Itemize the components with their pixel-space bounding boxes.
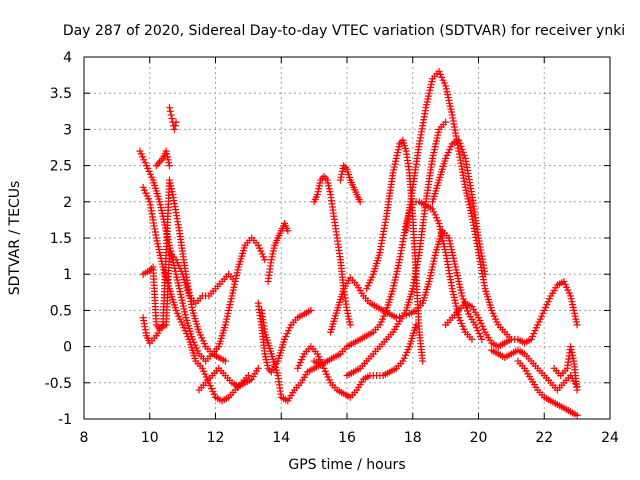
- data-points: [136, 67, 581, 419]
- series-arc-13: [336, 162, 364, 206]
- y-tick-label: 0.5: [50, 303, 72, 319]
- data-point: [419, 357, 427, 365]
- data-point: [456, 139, 464, 147]
- y-tick-labels: -1 -0.5 0 0.5 1 1.5 2 2.5 3 3.5 4: [45, 50, 72, 428]
- series-arc-17: [343, 118, 450, 380]
- y-tick-label: 3.5: [50, 86, 72, 102]
- data-point: [464, 307, 472, 315]
- series-arc-6: [152, 147, 173, 170]
- data-point: [231, 277, 239, 285]
- x-axis-label: GPS time / hours: [288, 457, 405, 473]
- data-point: [167, 111, 175, 119]
- data-point: [468, 335, 476, 343]
- data-point: [221, 357, 229, 365]
- series-arc-2: [139, 183, 252, 405]
- data-point: [172, 118, 180, 126]
- data-point: [459, 295, 467, 303]
- data-point: [442, 118, 450, 126]
- x-tick-label: 14: [272, 430, 290, 446]
- data-point: [573, 386, 581, 394]
- series-arc-10: [264, 220, 292, 285]
- series-arc-12: [310, 172, 354, 329]
- y-tick-label: -0.5: [45, 376, 72, 392]
- series-arc-9: [258, 306, 325, 405]
- data-point: [478, 335, 486, 343]
- series-arc-7: [195, 364, 262, 394]
- series-arc-23: [550, 343, 581, 394]
- y-tick-label: 4: [63, 50, 72, 66]
- y-tick-label: 1: [63, 267, 72, 283]
- series-arc-22: [514, 357, 581, 419]
- data-point: [458, 292, 466, 300]
- data-point: [284, 227, 292, 235]
- y-tick-label: 3: [63, 122, 72, 138]
- x-tick-label: 20: [470, 430, 488, 446]
- data-point: [168, 115, 176, 123]
- data-point: [170, 125, 178, 133]
- data-point: [392, 314, 400, 322]
- y-tick-label: 0: [63, 340, 72, 356]
- x-tick-label: 24: [601, 430, 619, 446]
- axis-ticks: [83, 56, 611, 420]
- x-tick-labels: 8 10 12 14 16 18 20 22 24: [80, 430, 619, 446]
- data-point: [458, 145, 466, 153]
- y-tick-label: 2.5: [50, 159, 72, 175]
- data-point: [457, 142, 465, 150]
- y-axis-label: SDTVAR / TECUs: [7, 181, 23, 296]
- x-tick-label: 18: [404, 430, 422, 446]
- x-tick-label: 12: [207, 430, 225, 446]
- data-point: [460, 151, 468, 159]
- x-tick-label: 16: [338, 430, 356, 446]
- series-arc-18: [402, 67, 515, 343]
- x-tick-label: 22: [535, 430, 553, 446]
- data-point: [307, 306, 315, 314]
- series-arc-20: [442, 277, 581, 351]
- data-point: [165, 162, 173, 170]
- data-point: [573, 411, 581, 419]
- y-tick-label: 1.5: [50, 231, 72, 247]
- series-arc-4: [139, 176, 229, 365]
- data-point: [166, 107, 174, 115]
- data-point: [481, 270, 489, 278]
- data-point: [261, 256, 269, 264]
- data-point: [459, 148, 467, 156]
- data-point: [171, 122, 179, 130]
- data-point: [346, 321, 354, 329]
- series-arc-19: [428, 136, 489, 278]
- data-point: [165, 104, 173, 112]
- data-point: [455, 136, 463, 144]
- y-tick-label: 2: [63, 195, 72, 211]
- data-point: [254, 364, 262, 372]
- data-point: [244, 372, 252, 380]
- data-point: [356, 198, 364, 206]
- x-tick-label: 8: [80, 430, 89, 446]
- series-arc-5: [165, 104, 180, 133]
- x-tick-label: 10: [141, 430, 159, 446]
- data-point: [573, 321, 581, 329]
- y-tick-label: -1: [58, 412, 72, 428]
- chart-title: Day 287 of 2020, Sidereal Day-to-day VTE…: [63, 23, 625, 39]
